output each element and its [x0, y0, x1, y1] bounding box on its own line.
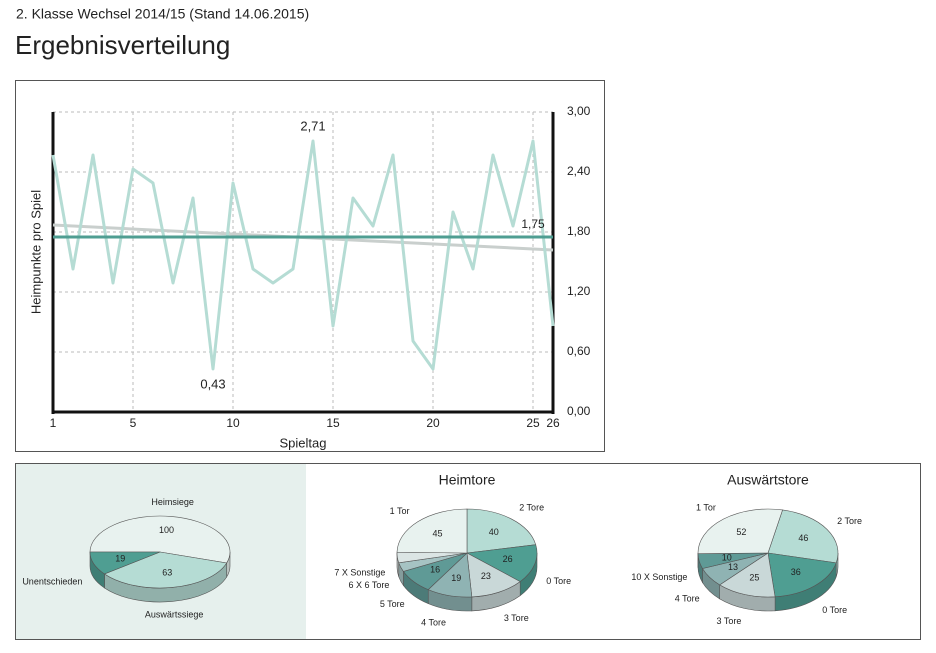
slice-label: Auswärtssiege	[145, 610, 204, 620]
slice-value: 46	[798, 533, 808, 543]
slice-value: 25	[749, 572, 759, 582]
line-chart-frame	[16, 81, 605, 452]
slice-value: 10	[722, 552, 732, 562]
x-tick-label: 26	[546, 416, 560, 430]
data-label: 0,43	[200, 376, 225, 391]
y-tick-label: 2,40	[567, 164, 591, 178]
slice-label: 7 X Sonstige	[334, 567, 385, 577]
x-tick-label: 25	[526, 416, 540, 430]
slice-value: 63	[162, 568, 172, 578]
slice-value: 19	[115, 553, 125, 563]
slice-label: 2 Tore	[837, 516, 862, 526]
slice-value: 45	[433, 529, 443, 539]
y-tick-label: 3,00	[567, 104, 591, 118]
slice-label: 1 Tor	[390, 506, 410, 516]
subtitle: 2. Klasse Wechsel 2014/15 (Stand 14.06.2…	[16, 6, 309, 22]
y-tick-label: 0,60	[567, 344, 591, 358]
slice-label: 3 Tore	[504, 613, 529, 623]
slice-value: 36	[791, 567, 801, 577]
slice-value: 19	[451, 573, 461, 583]
y-axis-label: Heimpunkte pro Spiel	[28, 190, 43, 314]
y-tick-label: 1,80	[567, 224, 591, 238]
slice-label: 0 Tore	[822, 605, 847, 615]
slice-label: Heimsiege	[151, 497, 194, 507]
pie-title: Heimtore	[439, 472, 496, 488]
slice-label: 10 X Sonstige	[631, 572, 687, 582]
x-tick-label: 5	[130, 416, 137, 430]
series-line	[53, 141, 553, 369]
slice-value: 13	[728, 562, 738, 572]
slice-value: 100	[159, 525, 174, 535]
slice-value: 40	[489, 527, 499, 537]
slice-label: 4 Tore	[675, 593, 700, 603]
slice-label: 3 Tore	[717, 616, 742, 626]
slice-label: 1 Tor	[696, 503, 716, 513]
slice-label: 4 Tore	[421, 617, 446, 627]
average-label: 1,75	[521, 217, 545, 231]
slice-value: 16	[430, 565, 440, 575]
y-tick-label: 0,00	[567, 404, 591, 418]
x-tick-label: 1	[50, 416, 57, 430]
x-tick-label: 10	[226, 416, 240, 430]
slice-value: 26	[503, 554, 513, 564]
slice-value: 52	[736, 527, 746, 537]
x-axis-label: Spieltag	[280, 435, 327, 450]
page-title: Ergebnisverteilung	[15, 30, 230, 60]
slice-label: 5 Tore	[380, 599, 405, 609]
x-tick-label: 15	[326, 416, 340, 430]
pie-title: Auswärtstore	[727, 472, 809, 488]
slice-label: 2 Tore	[519, 503, 544, 513]
data-label: 2,71	[300, 118, 325, 133]
slice-label: Unentschieden	[22, 576, 82, 586]
slice-label: 0 Tore	[546, 576, 571, 586]
slice-label: 6 X 6 Tore	[348, 580, 389, 590]
y-tick-label: 1,20	[567, 284, 591, 298]
x-tick-label: 20	[426, 416, 440, 430]
slice-value: 23	[481, 571, 491, 581]
